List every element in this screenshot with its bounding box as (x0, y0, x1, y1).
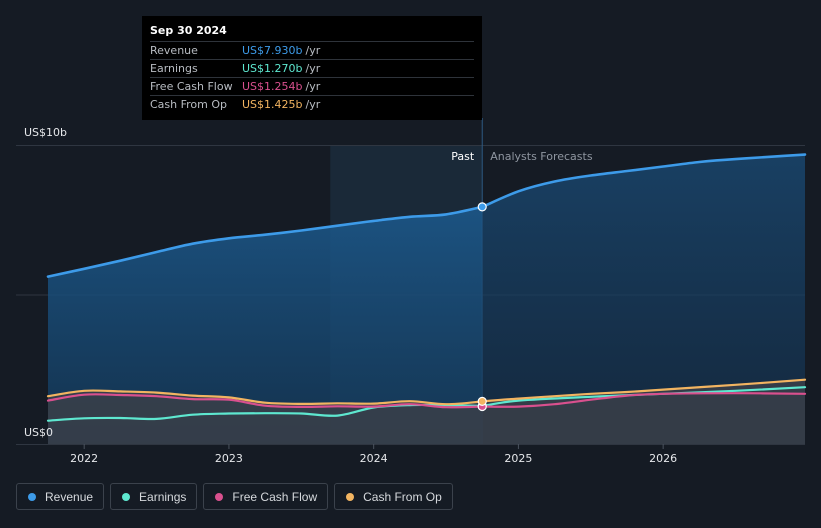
x-tick-label: 2022 (70, 452, 98, 465)
legend-item-earnings[interactable]: Earnings (110, 483, 198, 510)
x-tick-label: 2023 (215, 452, 243, 465)
tooltip-label: Earnings (150, 62, 198, 75)
forecast-label: Analysts Forecasts (490, 150, 593, 163)
free-cash-flow-past-line (46, 393, 484, 409)
y-tick-label: US$0 (24, 426, 53, 439)
tooltip-unit: /yr (305, 44, 321, 57)
tooltip-date: Sep 30 2024 (150, 24, 474, 42)
revenue-past-area (48, 206, 483, 444)
revenue-past-line (46, 205, 484, 278)
legend-item-revenue[interactable]: Revenue (16, 483, 105, 510)
tooltip-row-earnings: Earnings US$1.270b /yr (150, 60, 474, 78)
legend-dot-icon (215, 492, 224, 501)
legend-label: Cash From Op (363, 489, 442, 504)
legend-item-free-cash-flow[interactable]: Free Cash Flow (203, 483, 329, 510)
legend-dot-icon (28, 492, 36, 501)
chart-legend: Revenue Earnings Free Cash Flow Cash Fro… (16, 483, 453, 510)
tooltip-row-free-cash-flow: Free Cash Flow US$1.254b /yr (150, 78, 474, 96)
legend-dot-icon (346, 492, 355, 501)
legend-dot-icon (122, 492, 131, 501)
past-label: Past (451, 150, 475, 163)
chart-tooltip: Sep 30 2024 Revenue US$7.930b /yr Earnin… (142, 16, 482, 120)
x-tick-label: 2026 (649, 452, 677, 465)
tooltip-unit: /yr (305, 98, 321, 111)
tooltip-label: Revenue (150, 44, 198, 57)
revenue-marker (477, 202, 487, 212)
legend-item-cash-from-op[interactable]: Cash From Op (334, 483, 453, 510)
tooltip-row-cash-from-op: Cash From Op US$1.425b /yr (150, 96, 474, 113)
tooltip-label: Free Cash Flow (150, 80, 233, 93)
legend-label: Free Cash Flow (232, 489, 318, 504)
y-tick-label: US$10b (24, 126, 67, 139)
legend-label: Earnings (139, 489, 187, 504)
cash-from-op-forecast-line (481, 378, 807, 403)
tooltip-unit: /yr (305, 80, 321, 93)
tooltip-label: Cash From Op (150, 98, 228, 111)
free-cash-flow-forecast-line (481, 392, 807, 408)
tooltip-value: US$1.254b (242, 80, 303, 93)
x-tick-label: 2024 (360, 452, 388, 465)
tooltip-value: US$1.425b (242, 98, 303, 111)
cash-from-op-past-line (46, 389, 484, 406)
legend-label: Revenue (45, 489, 94, 504)
x-tick-label: 2025 (504, 452, 532, 465)
revenue-forecast-line (480, 153, 807, 209)
revenue-forecast-area (482, 154, 805, 444)
tooltip-value: US$1.270b (242, 62, 303, 75)
tooltip-unit: /yr (305, 62, 321, 75)
tooltip-value: US$7.930b (242, 44, 303, 57)
cash-from-op-marker (477, 396, 487, 406)
tooltip-row-revenue: Revenue US$7.930b /yr (150, 42, 474, 60)
